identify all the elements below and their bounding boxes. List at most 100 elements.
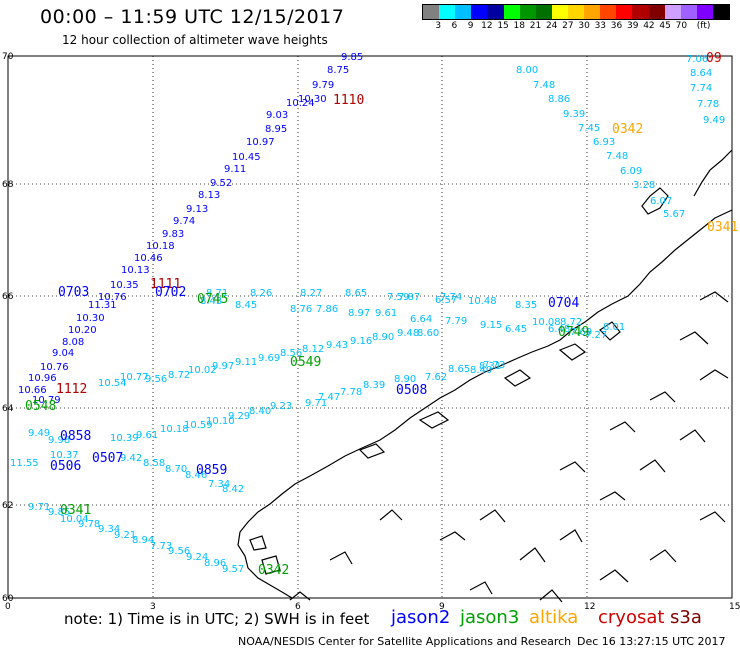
- y-axis-label: 62: [2, 501, 13, 511]
- pass-time-label: 0702: [155, 285, 186, 300]
- pass-time-label: 0341: [60, 503, 91, 518]
- wave-height-value: 8.56: [280, 348, 302, 359]
- coastline-segment: [379, 509, 403, 521]
- wave-height-value: 9.03: [266, 110, 288, 121]
- x-axis-label: 9: [439, 602, 445, 612]
- wave-height-value: 9.15: [480, 320, 502, 331]
- satellite-legend-item: jason3: [460, 607, 520, 628]
- wave-height-value: 11.31: [88, 300, 117, 311]
- wave-height-value: 9.61: [375, 308, 397, 319]
- wave-height-value: 9.69: [258, 353, 280, 364]
- wave-height-value: 9.56: [145, 374, 167, 385]
- wave-height-value: 10.08: [532, 317, 561, 328]
- scale-swatch: [696, 5, 713, 19]
- coastline-segment: [599, 491, 626, 501]
- wave-height-value: 9.42: [120, 453, 142, 464]
- scale-swatch: [600, 5, 617, 19]
- coastline-segment: [699, 511, 726, 523]
- wave-height-value: 8.43: [200, 296, 222, 307]
- scale-label: 9: [467, 21, 474, 31]
- wave-height-value: 8.71: [206, 288, 228, 299]
- pass-time-label: 0549: [290, 355, 321, 370]
- coastline-segment: [641, 187, 669, 215]
- wave-height-value: 10.48: [468, 296, 497, 307]
- wave-height-value: 8.72: [560, 317, 582, 328]
- wave-height-value: 9.79: [312, 80, 334, 91]
- pass-time-label: 0342: [612, 122, 643, 137]
- scale-label: (ft): [696, 21, 711, 31]
- wave-height-value: 7.86: [316, 304, 338, 315]
- satellite-legend-item: altika: [529, 607, 579, 628]
- wave-height-value: 9.43: [326, 340, 348, 351]
- scale-label: 70: [675, 21, 688, 31]
- wave-height-value: 10.96: [28, 373, 57, 384]
- coastline-segment: [469, 581, 493, 595]
- wave-height-value: 8.40: [249, 406, 271, 417]
- wave-height-value: 9.23: [270, 401, 292, 412]
- wave-height-value: 10.76: [40, 362, 69, 373]
- coastline-segment: [649, 549, 677, 563]
- pass-time-label: 0703: [58, 285, 89, 300]
- wave-height-value: 9.16: [350, 336, 372, 347]
- scale-swatch: [487, 5, 504, 19]
- scale-swatch: [680, 5, 697, 19]
- wave-height-value: 6.64: [410, 314, 432, 325]
- wave-height-value: 9.78: [78, 519, 100, 530]
- wave-height-value: 6.09: [620, 166, 642, 177]
- pass-time-label: 1112: [56, 382, 87, 397]
- wave-height-values: 9.858.759.7910.3010.249.038.9510.9710.45…: [0, 0, 725, 575]
- wave-height-value: 7.69: [570, 327, 592, 338]
- wave-height-value: 8.90: [394, 374, 416, 385]
- wave-height-value: 8.58: [143, 458, 165, 469]
- wave-height-value: 8.72: [168, 370, 190, 381]
- y-axis-label: 66: [2, 292, 14, 302]
- wave-height-value: 9.57: [222, 564, 244, 575]
- y-axis-label: 70: [2, 52, 14, 62]
- scale-label: 45: [659, 21, 671, 31]
- wave-height-value: 8.40: [470, 365, 492, 376]
- wave-height-value: 9.52: [210, 178, 232, 189]
- wave-height-value: 8.46: [185, 470, 207, 481]
- wave-height-value: 7.79: [445, 316, 467, 327]
- scale-label: 15: [497, 21, 509, 31]
- pass-time-label: 0859: [196, 463, 227, 478]
- pass-time-label: 0342: [258, 563, 289, 578]
- wave-height-value: 8.86: [548, 94, 570, 105]
- wave-height-value: 9.48: [397, 328, 419, 339]
- scale-swatch: [439, 5, 456, 19]
- scale-swatch: [423, 5, 440, 19]
- satellite-legend-item: s3a: [670, 607, 702, 628]
- wave-height-value: 6.45: [505, 324, 527, 335]
- coastline-segment: [358, 443, 386, 459]
- scale-label: 3: [435, 21, 442, 31]
- coastline-segment: [699, 291, 729, 303]
- wave-height-value: 7.59: [387, 292, 409, 303]
- pass-time-label: 0858: [60, 429, 91, 444]
- coastline-segment: [649, 391, 676, 403]
- pass-time-label: 0508: [396, 383, 427, 398]
- wave-height-value: 8.27: [300, 288, 322, 299]
- pass-time-label: 1110: [333, 93, 364, 108]
- wave-height-value: 10.04: [60, 514, 89, 525]
- wave-height-value: 10.02: [188, 365, 217, 376]
- wave-height-value: 10.35: [110, 280, 139, 291]
- coastline-segment: [261, 555, 281, 575]
- wave-height-value: 8.45: [235, 300, 257, 311]
- wave-height-value: 7.74: [690, 83, 712, 94]
- coastline-segment: [599, 569, 629, 583]
- wave-height-value: 10.18: [160, 424, 189, 435]
- coastline-segment: [418, 411, 450, 429]
- scale-swatch: [455, 5, 472, 19]
- wave-height-value: 9.29: [228, 411, 250, 422]
- pass-time-label: 0704: [548, 296, 579, 311]
- wave-height-value: 10.76: [98, 292, 127, 303]
- satellite-legend-item: cryosat: [598, 607, 665, 628]
- wave-height-value: 9.61: [136, 430, 158, 441]
- wave-height-value: 8.97: [348, 308, 370, 319]
- scale-swatch: [664, 5, 681, 19]
- wave-height-value: 6.57: [435, 295, 457, 306]
- wave-height-value: 7.48: [533, 80, 555, 91]
- wave-height-value: 8.90: [372, 332, 394, 343]
- wave-height-value: 9.71: [28, 502, 50, 513]
